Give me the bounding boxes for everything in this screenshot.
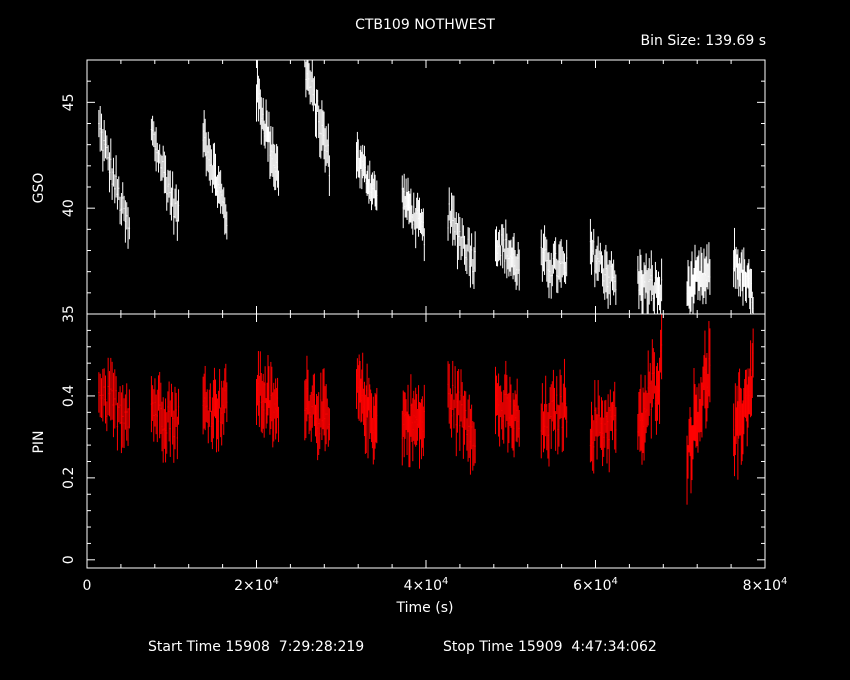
xtick-exponent: 4 — [273, 576, 279, 587]
xtick-label: 6×104 — [573, 576, 618, 594]
chart-title: CTB109 NOTHWEST — [355, 17, 495, 33]
xtick-label: 0 — [83, 578, 92, 594]
pin-frame — [86, 313, 766, 569]
pin-data-points — [98, 314, 754, 505]
xtick-exponent: 4 — [612, 576, 618, 587]
xtick-label: 8×104 — [743, 576, 788, 594]
pin-axis-label: PIN — [31, 430, 47, 453]
start-time-label: Start Time 15908 7:29:28:219 — [148, 639, 364, 655]
pin-ytick-label: 0 — [61, 555, 77, 564]
pin-panel: 0 0.2 0.4 0 2×104 4×104 6×104 8×104 — [61, 313, 788, 594]
gso-axis-label: GSO — [31, 173, 47, 204]
xtick-label: 2×104 — [234, 576, 279, 594]
gso-frame — [86, 59, 766, 315]
xtick-exponent: 4 — [781, 576, 787, 587]
pin-ytick-label: 0.4 — [61, 385, 77, 407]
pin-ytick-label: 0.2 — [61, 467, 77, 489]
gso-panel: 35 40 45 — [61, 59, 766, 323]
gso-ytick-label: 35 — [61, 305, 77, 323]
gso-ytick-label: 40 — [61, 199, 77, 217]
stop-time-label: Stop Time 15909 4:47:34:062 — [443, 639, 657, 655]
xtick-exponent: 4 — [442, 576, 448, 587]
x-axis-label: Time (s) — [396, 600, 454, 616]
gso-ytick-label: 45 — [61, 93, 77, 111]
gso-data-points — [98, 60, 754, 314]
bin-size-label: Bin Size: 139.69 s — [641, 33, 766, 49]
xtick-label: 4×104 — [404, 576, 449, 594]
